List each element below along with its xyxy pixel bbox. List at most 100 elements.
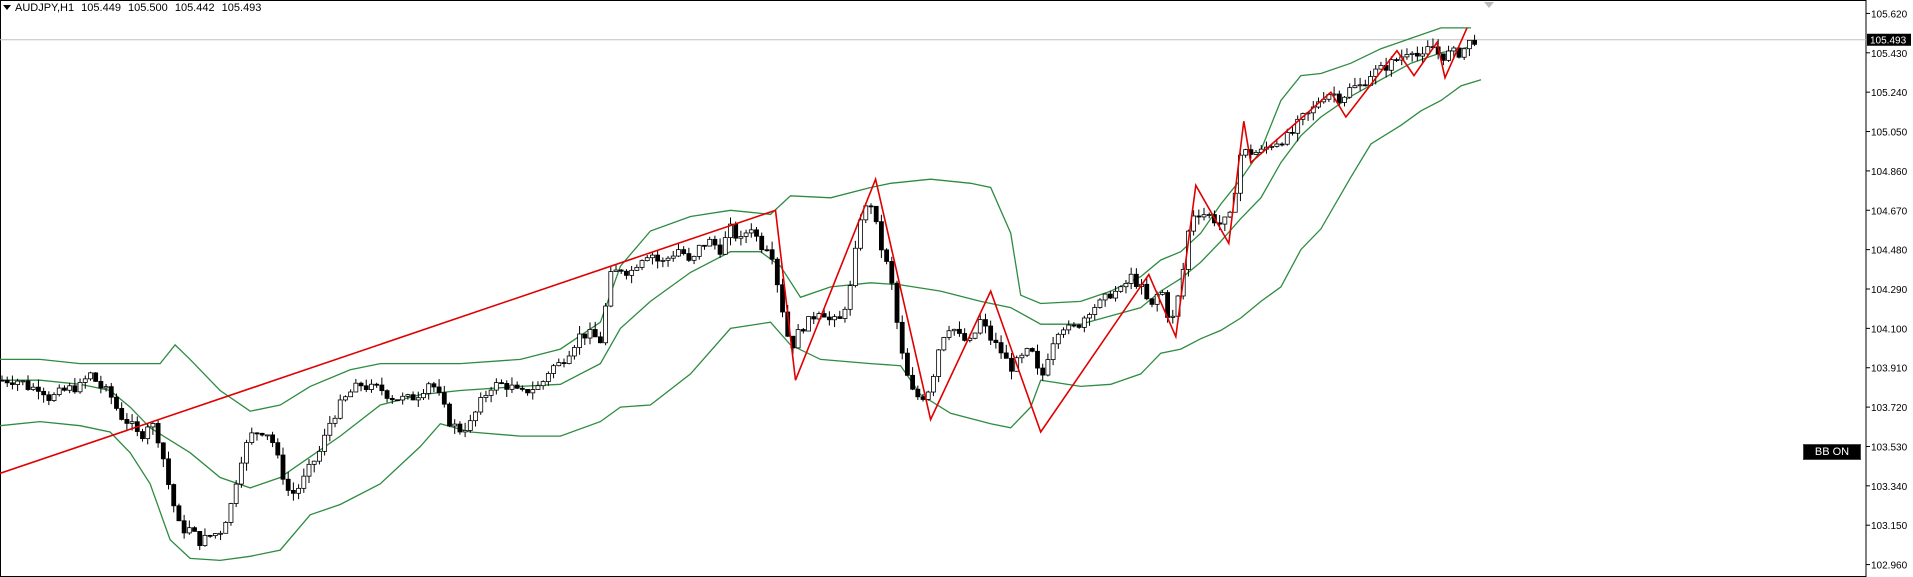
candle-body: [925, 391, 931, 400]
candle-body: [826, 316, 832, 321]
current-price-label: 105.493: [1870, 36, 1907, 47]
candle-body: [0, 379, 5, 382]
candle: [457, 421, 463, 435]
candle: [1243, 148, 1249, 158]
candle-body: [1347, 87, 1353, 98]
y-tick-label: 104.290: [1871, 285, 1908, 296]
bb-lower-line: [0, 79, 1482, 562]
candle: [884, 248, 889, 265]
candle: [634, 264, 640, 272]
candle: [379, 377, 385, 396]
candle-body: [202, 534, 208, 547]
candle-body: [618, 269, 624, 272]
candle-body: [1352, 85, 1358, 89]
candle-body: [728, 223, 733, 239]
candle: [108, 383, 114, 405]
candle: [1066, 320, 1072, 335]
candle-body: [1144, 283, 1150, 300]
candle: [702, 244, 707, 250]
candle-body: [665, 257, 671, 261]
candle: [592, 321, 598, 338]
candle-body: [587, 329, 593, 339]
candle-body: [108, 386, 114, 398]
candle-body: [769, 249, 775, 260]
candle: [1394, 57, 1399, 62]
candle-body: [259, 432, 265, 436]
candle: [676, 242, 681, 257]
candle-body: [238, 462, 244, 485]
candle-body: [1107, 293, 1113, 299]
current-price-badge: [1867, 33, 1911, 46]
candle-body: [1420, 53, 1425, 57]
candle-body: [93, 372, 99, 382]
candle-body: [535, 385, 541, 390]
candle: [244, 439, 249, 471]
candle: [811, 311, 817, 324]
candle: [748, 223, 754, 238]
candle: [270, 431, 275, 448]
candle: [228, 502, 234, 526]
candle-body: [457, 423, 463, 433]
candle-body: [1461, 48, 1467, 58]
candle-body: [415, 397, 421, 401]
candle-body: [41, 390, 47, 396]
candle: [972, 332, 978, 340]
candle: [62, 385, 67, 392]
candle-body: [1061, 329, 1066, 335]
collapse-triangle-icon[interactable]: [3, 5, 11, 10]
candle-body: [197, 530, 203, 547]
candle-body: [1243, 149, 1249, 156]
candle: [1050, 336, 1056, 366]
candle-body: [140, 431, 145, 440]
candle: [192, 526, 197, 532]
symbol-info-bar: AUDJPY,H1 105.449 105.500 105.442 105.49…: [3, 2, 265, 14]
candle: [88, 371, 93, 381]
candle: [1087, 312, 1092, 326]
candle: [145, 423, 151, 445]
candle-body: [56, 387, 62, 395]
candle: [488, 386, 494, 403]
candle-body: [1446, 50, 1451, 61]
candle-body: [499, 382, 504, 385]
zigzag-line: [0, 27, 1468, 475]
candle-body: [847, 285, 853, 310]
candle-body: [1191, 215, 1197, 232]
bb-toggle-button[interactable]: BB ON: [1803, 444, 1861, 460]
candle-body: [764, 249, 770, 252]
candle: [504, 380, 510, 397]
symbol-label: AUDJPY,H1: [15, 2, 75, 14]
candle: [369, 379, 374, 393]
candle-body: [1388, 59, 1394, 71]
candle: [1253, 150, 1259, 155]
candle-body: [566, 355, 572, 364]
candle-body: [884, 249, 889, 262]
candle-body: [1097, 299, 1103, 308]
candle: [1170, 309, 1176, 324]
candle-body: [1336, 93, 1342, 103]
candle-body: [1087, 314, 1092, 319]
candle: [738, 230, 744, 246]
candle-body: [348, 391, 354, 398]
candle-body: [1451, 47, 1457, 52]
candle: [998, 335, 1004, 359]
candle-body: [332, 417, 338, 424]
high-value: 105.500: [128, 2, 168, 14]
candle-body: [353, 382, 359, 393]
candle-body: [155, 423, 161, 444]
candle-body: [774, 258, 780, 286]
candle: [155, 420, 161, 448]
candle-body: [1466, 39, 1472, 50]
candle-body: [30, 386, 36, 390]
candle-body: [878, 221, 884, 251]
candle-body: [176, 505, 182, 522]
candle-body: [504, 383, 510, 390]
candle: [993, 332, 999, 349]
candle-body: [1118, 286, 1124, 292]
candle-body: [1149, 298, 1155, 305]
candle: [925, 390, 931, 401]
candle-body: [577, 333, 582, 348]
candle: [769, 241, 775, 265]
candle-body: [1284, 131, 1290, 145]
